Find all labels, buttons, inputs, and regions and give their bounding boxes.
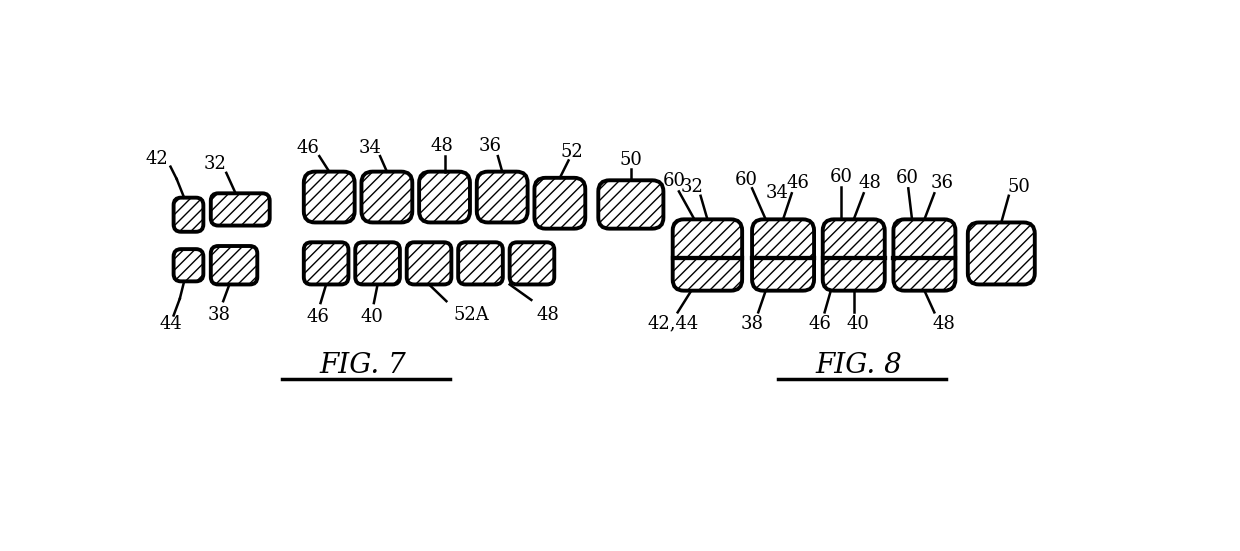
Text: 46: 46 [296,139,320,157]
FancyBboxPatch shape [419,171,470,223]
Text: 38: 38 [207,306,231,325]
FancyBboxPatch shape [893,219,955,291]
Text: 40: 40 [846,315,869,332]
FancyBboxPatch shape [534,178,585,229]
Text: 42: 42 [145,149,169,168]
FancyBboxPatch shape [304,242,348,284]
Text: 32: 32 [681,178,704,196]
FancyBboxPatch shape [476,171,528,223]
Text: 60: 60 [662,172,686,190]
FancyBboxPatch shape [459,242,503,284]
FancyBboxPatch shape [174,249,203,282]
Text: FIG. 7: FIG. 7 [320,352,405,379]
FancyBboxPatch shape [967,223,1034,284]
FancyBboxPatch shape [672,219,742,291]
Text: 46: 46 [786,175,810,192]
FancyBboxPatch shape [211,246,258,284]
Text: 44: 44 [159,315,182,332]
Text: 40: 40 [361,309,383,326]
Text: 32: 32 [203,154,227,172]
Text: 52: 52 [560,143,584,161]
Text: 36: 36 [930,175,954,192]
Text: 50: 50 [1007,178,1030,196]
FancyBboxPatch shape [751,219,813,291]
Text: 48: 48 [932,315,956,332]
Text: 34: 34 [358,139,382,157]
FancyBboxPatch shape [407,242,451,284]
Text: 46: 46 [306,309,330,326]
FancyBboxPatch shape [304,171,355,223]
Text: 52A: 52A [454,306,489,325]
Text: 48: 48 [858,175,882,192]
Text: FIG. 8: FIG. 8 [816,352,901,379]
FancyBboxPatch shape [598,180,663,229]
Text: 48: 48 [430,137,454,155]
FancyBboxPatch shape [355,242,399,284]
Text: 42,44: 42,44 [647,315,698,332]
Text: 34: 34 [765,185,789,202]
Text: 60: 60 [734,171,758,188]
Text: 48: 48 [536,306,559,325]
Text: 38: 38 [740,315,764,332]
FancyBboxPatch shape [362,171,412,223]
Text: 60: 60 [830,168,853,186]
FancyBboxPatch shape [174,198,203,232]
FancyBboxPatch shape [823,219,885,291]
FancyBboxPatch shape [211,193,270,225]
Text: 46: 46 [808,315,832,332]
Text: 36: 36 [479,137,501,155]
Text: 60: 60 [895,170,919,187]
FancyBboxPatch shape [510,242,554,284]
Text: 50: 50 [619,152,642,170]
